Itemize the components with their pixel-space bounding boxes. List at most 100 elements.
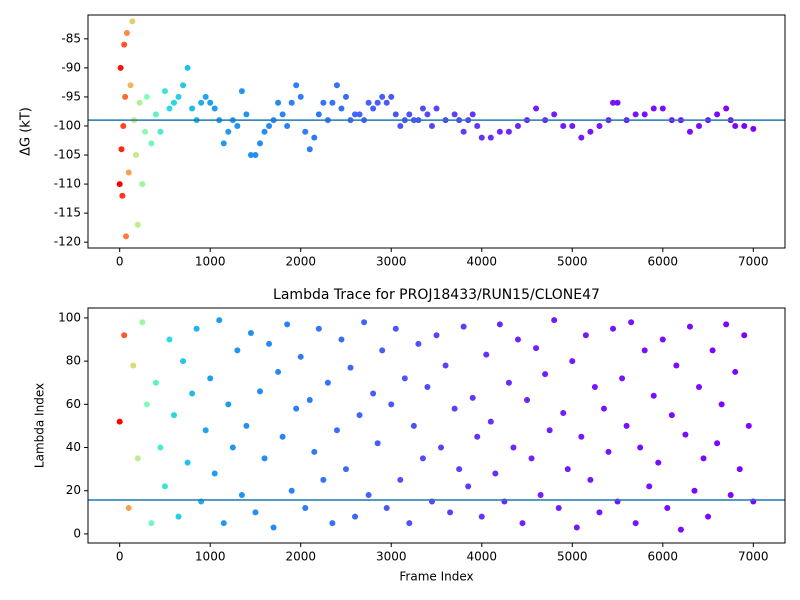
point [514,336,521,343]
y-axis-label: ΔG (kT) [19,107,34,156]
x-axis-label: Frame Index [399,570,473,584]
point [252,509,259,516]
point [555,505,562,512]
point [211,105,218,112]
point [193,325,200,332]
point [370,105,377,112]
point [569,122,576,129]
point [288,99,295,106]
point [591,384,598,391]
point [129,18,136,25]
x-tick-label: 2000 [285,550,316,564]
point [379,347,386,354]
point [143,93,150,100]
point [623,422,630,429]
point [714,111,721,118]
y-tick-label: -120 [54,235,81,249]
point [256,140,263,147]
point [142,128,149,135]
point [170,99,177,106]
point [302,128,309,135]
point [352,111,359,118]
point [166,105,173,112]
point [659,105,666,112]
point [587,476,594,483]
point [329,520,336,527]
point [202,427,209,434]
point [333,82,340,89]
point [266,340,273,347]
point [320,99,327,106]
point [596,122,603,129]
point [406,111,413,118]
point [736,466,743,473]
point [650,105,657,112]
point [252,152,259,159]
point [329,99,336,106]
point [311,448,318,455]
point [714,440,721,447]
point [686,323,693,330]
point [320,476,327,483]
x-tick-label: 5000 [557,255,588,269]
point [605,448,612,455]
point [610,325,617,332]
point [134,221,141,228]
point [542,371,549,378]
point [415,340,422,347]
point [718,401,725,408]
point [202,93,209,100]
point [342,466,349,473]
point [478,513,485,520]
point [374,99,381,106]
point [465,483,472,490]
point [122,93,129,100]
point [302,505,309,512]
point [582,332,589,339]
y-tick-label: 80 [66,354,81,368]
point [132,152,139,159]
y-tick-label: -85 [61,31,81,45]
point [315,325,322,332]
x-tick-label: 6000 [648,550,679,564]
point [342,93,349,100]
point [438,444,445,451]
point [338,105,345,112]
point [148,140,155,147]
point [741,332,748,339]
point [216,317,223,324]
point [180,82,187,89]
point [551,317,558,324]
point [306,397,313,404]
point [356,111,363,118]
point [238,492,245,499]
point [723,105,730,112]
point [709,347,716,354]
point [587,128,594,135]
axes-frame [87,307,786,544]
y-tick-label: -90 [61,60,81,74]
y-tick-label: 0 [73,526,81,540]
point [524,397,531,404]
point [293,82,300,89]
point [410,422,417,429]
point [741,122,748,129]
point [175,513,182,520]
point [161,88,168,95]
point [732,368,739,375]
point [161,483,168,490]
point [175,93,182,100]
point [419,455,426,462]
point [266,122,273,129]
point [700,455,707,462]
point [551,111,558,118]
point [184,64,191,71]
point [632,111,639,118]
point [528,455,535,462]
point [533,105,540,112]
point [505,128,512,135]
point [247,330,254,337]
point [696,122,703,129]
y-tick-label: 100 [58,310,81,324]
